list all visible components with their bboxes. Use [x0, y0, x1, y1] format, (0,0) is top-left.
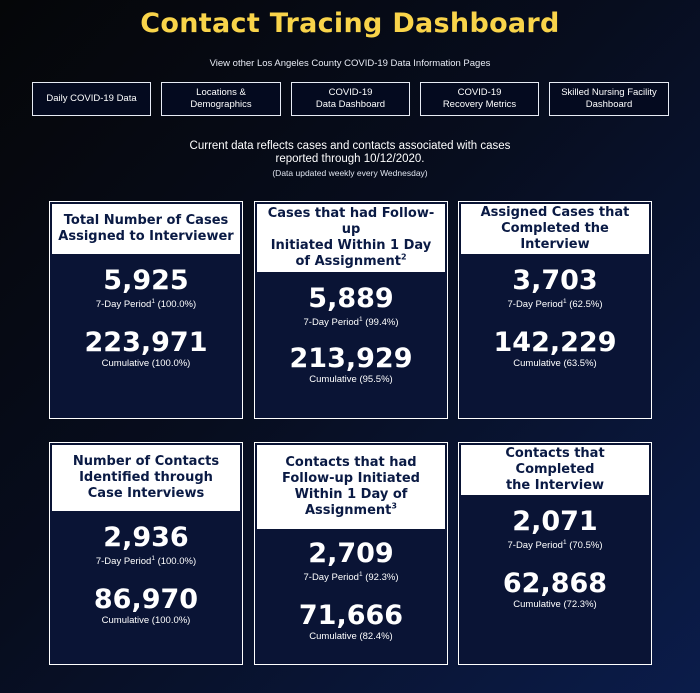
nav-label: Locations &: [196, 87, 246, 98]
cumulative-label: Cumulative (100.0%): [101, 358, 191, 369]
seven-day-value: 5,889: [308, 283, 394, 314]
card-title: Number of Contacts Identified through Case…: [52, 445, 240, 511]
cumulative-label: Cumulative (82.4%): [309, 631, 393, 642]
metric-card: Assigned Cases that Completed the Intervi…: [458, 201, 652, 419]
seven-day-value: 5,925: [103, 265, 189, 296]
metric-card: Cases that had Follow-up Initiated Within…: [254, 201, 448, 419]
seven-day-label: 7-Day Period1 (92.3%): [303, 571, 399, 584]
nav-label: Daily COVID-19 Data: [46, 93, 137, 104]
cumulative-label: Cumulative (72.3%): [513, 599, 597, 610]
footnote-marker: 3: [391, 501, 397, 511]
card-title: Cases that had Follow-up Initiated Within…: [257, 204, 445, 272]
nav-label: Recovery Metrics: [442, 99, 517, 110]
cumulative-label: Cumulative (95.5%): [309, 374, 393, 385]
seven-day-value: 2,709: [308, 538, 394, 569]
footnote-marker: 2: [400, 252, 407, 262]
metric-card: Contacts that Completed the Interview 2,07…: [458, 442, 652, 665]
nav-locations-demographics-button[interactable]: Locations & Demographics: [161, 82, 281, 116]
nav-label: Dashboard: [585, 99, 633, 110]
nav-recovery-metrics-button[interactable]: COVID-19 Recovery Metrics: [420, 82, 539, 116]
page-title: Contact Tracing Dashboard: [140, 8, 560, 39]
data-info-text: Current data reflects cases and contacts…: [189, 140, 511, 165]
nav-data-dashboard-button[interactable]: COVID-19 Data Dashboard: [291, 82, 410, 116]
seven-day-label: 7-Day Period1 (70.5%): [507, 539, 603, 552]
nav-label: Demographics: [190, 99, 252, 110]
cumulative-value: 86,970: [93, 584, 199, 615]
page-subtitle: View other Los Angeles County COVID-19 D…: [209, 58, 491, 69]
nav-label: COVID-19: [457, 87, 502, 98]
metric-card: Number of Contacts Identified through Case…: [49, 442, 243, 665]
card-title: Assigned Cases that Completed the Intervi…: [461, 204, 649, 254]
card-title: Total Number of Cases Assigned to Intervi…: [52, 204, 240, 254]
seven-day-label: 7-Day Period1 (100.0%): [95, 555, 197, 568]
seven-day-label: 7-Day Period1 (62.5%): [507, 298, 603, 311]
nav-label: Skilled Nursing Facility: [561, 87, 657, 98]
cumulative-value: 142,229: [493, 327, 617, 358]
nav-label: COVID-19: [328, 87, 373, 98]
seven-day-value: 2,071: [512, 506, 598, 537]
update-note: (Data updated weekly every Wednesday): [272, 168, 428, 178]
nav-label: Data Dashboard: [315, 99, 386, 110]
cumulative-value: 71,666: [298, 600, 404, 631]
nav-daily-covid-data-button[interactable]: Daily COVID-19 Data: [32, 82, 151, 116]
cumulative-label: Cumulative (63.5%): [513, 358, 597, 369]
seven-day-value: 3,703: [512, 265, 598, 296]
cumulative-value: 213,929: [289, 343, 413, 374]
card-title: Contacts that Completed the Interview: [461, 445, 649, 495]
metric-card: Contacts that had Follow-up Initiated With…: [254, 442, 448, 665]
seven-day-label: 7-Day Period1 (100.0%): [95, 298, 197, 311]
nav-skilled-nursing-button[interactable]: Skilled Nursing Facility Dashboard: [549, 82, 669, 116]
seven-day-value: 2,936: [103, 522, 189, 553]
cumulative-value: 62,868: [502, 568, 608, 599]
card-title: Contacts that had Follow-up Initiated With…: [257, 445, 445, 529]
metric-card: Total Number of Cases Assigned to Intervi…: [49, 201, 243, 419]
cumulative-label: Cumulative (100.0%): [101, 615, 191, 626]
seven-day-label: 7-Day Period1 (99.4%): [303, 316, 399, 329]
cumulative-value: 223,971: [84, 327, 208, 358]
